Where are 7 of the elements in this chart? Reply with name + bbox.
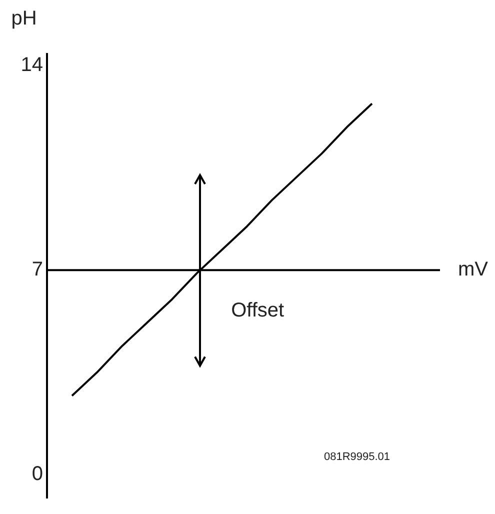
- x-axis-title: mV: [458, 258, 489, 281]
- y-axis-title: pH: [11, 8, 37, 30]
- annotation: 081R9995.01: [324, 451, 390, 464]
- y-tick-label: 0: [32, 463, 43, 486]
- annotation: Offset: [231, 300, 285, 322]
- y-tick-label: 7: [32, 258, 43, 281]
- y-tick-label: 14: [20, 54, 43, 76]
